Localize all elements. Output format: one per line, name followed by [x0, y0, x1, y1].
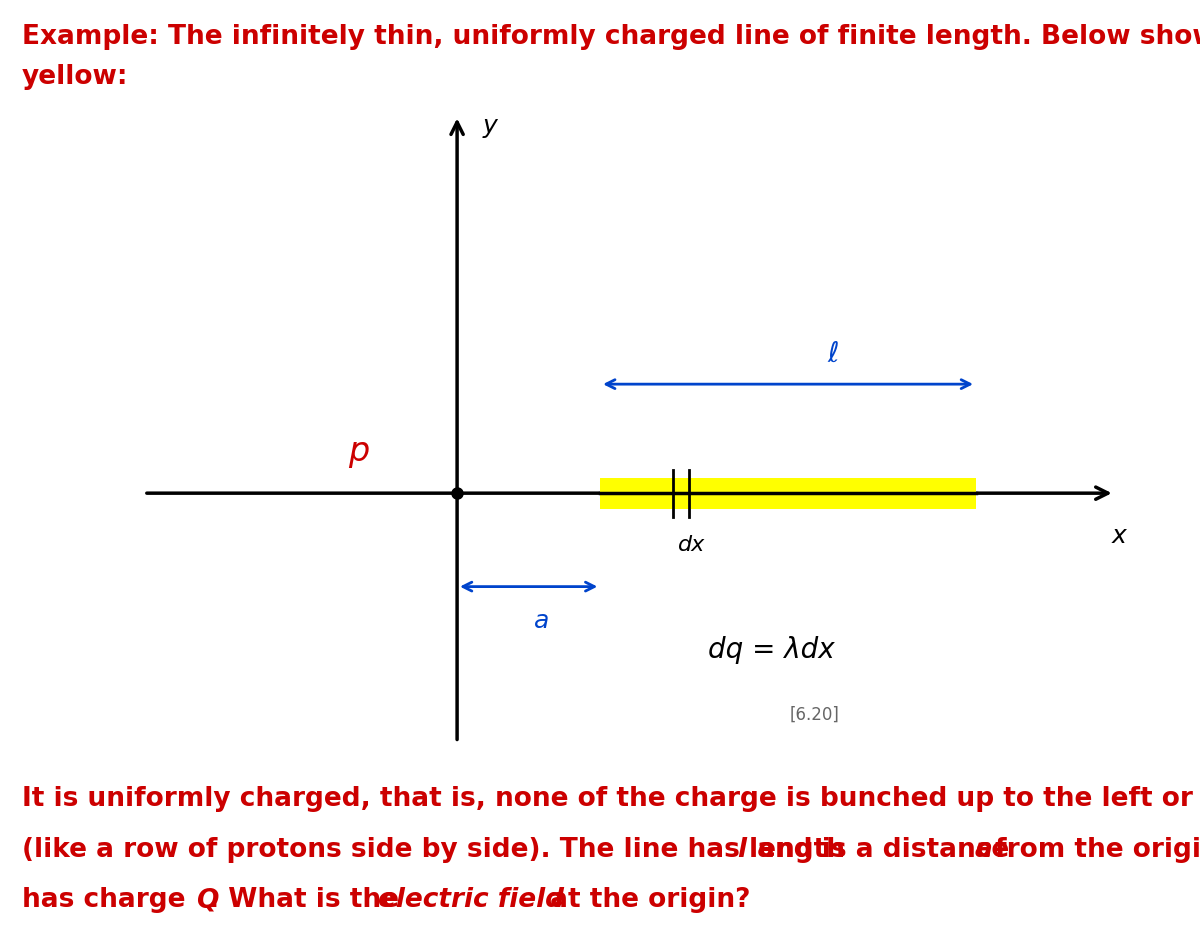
Bar	[600, 478, 976, 509]
Text: y: y	[482, 114, 497, 138]
Text: has charge: has charge	[22, 886, 194, 912]
Text: from the origin. It: from the origin. It	[986, 836, 1200, 862]
Text: at the origin?: at the origin?	[541, 886, 751, 912]
Text: p: p	[348, 434, 370, 467]
Text: Example: The infinitely thin, uniformly charged line of finite length. Below sho: Example: The infinitely thin, uniformly …	[22, 24, 1200, 50]
Text: and is a distance: and is a distance	[748, 836, 1018, 862]
Text: dq = λdx: dq = λdx	[708, 635, 834, 664]
Text: ℓ: ℓ	[827, 340, 839, 367]
Text: a: a	[974, 836, 992, 862]
Text: l: l	[737, 836, 746, 862]
Text: electric field: electric field	[378, 886, 564, 912]
Text: . What is the: . What is the	[209, 886, 408, 912]
Text: dx: dx	[678, 534, 706, 554]
Text: yellow:: yellow:	[22, 64, 128, 89]
Text: Q: Q	[196, 886, 218, 912]
Text: a: a	[534, 608, 550, 633]
Text: (like a row of protons side by side). The line has length: (like a row of protons side by side). Th…	[22, 836, 853, 862]
Text: It is uniformly charged, that is, none of the charge is bunched up to the left o: It is uniformly charged, that is, none o…	[22, 785, 1200, 811]
Text: x: x	[1111, 524, 1127, 547]
Text: [6.20]: [6.20]	[790, 705, 840, 724]
